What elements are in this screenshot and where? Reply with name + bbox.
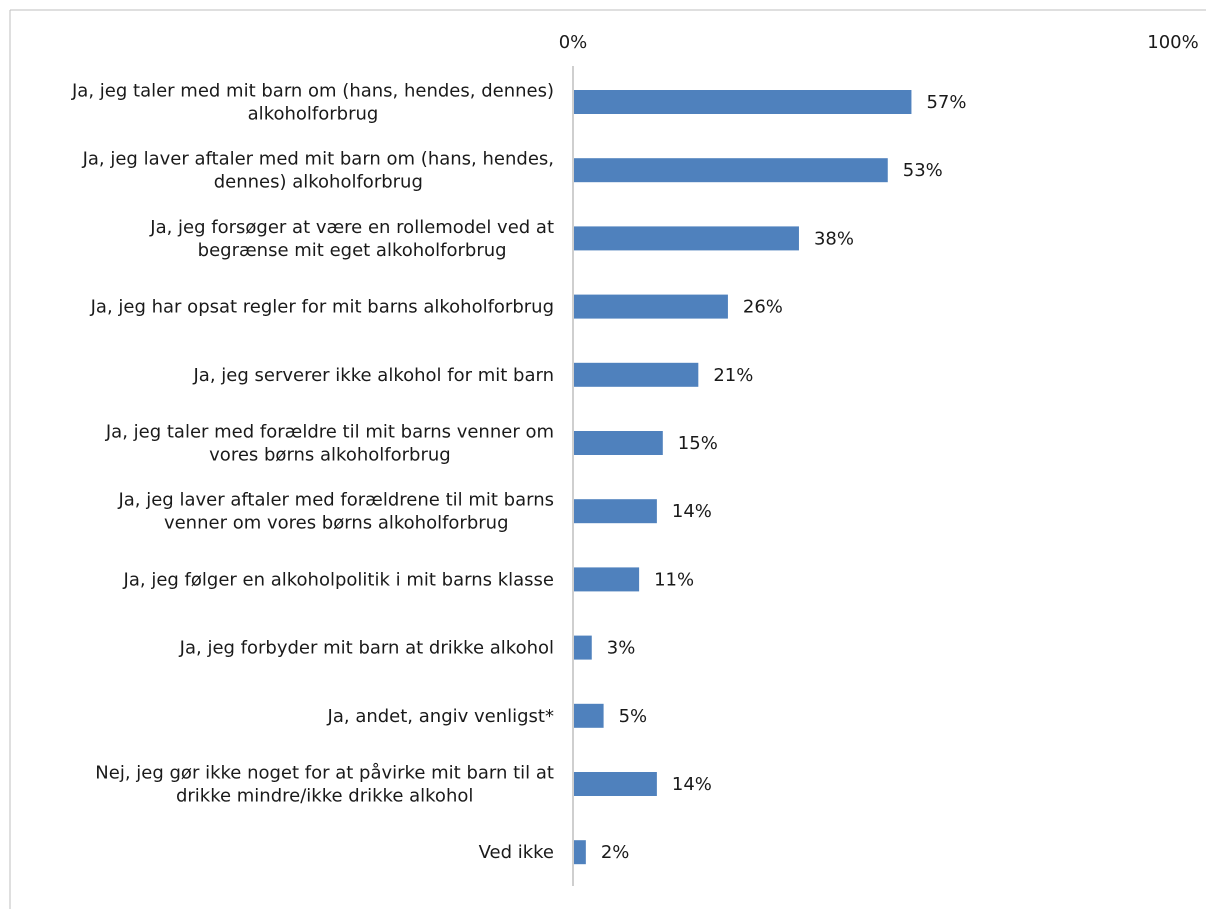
category-label-4: Ja, jeg serverer ikke alkohol for mit ba… xyxy=(193,365,555,386)
value-label-5: 15% xyxy=(678,433,718,454)
category-label-7-line-0: Ja, jeg følger en alkoholpolitik i mit b… xyxy=(123,569,554,590)
category-label-10-line-0: Nej, jeg gør ikke noget for at påvirke m… xyxy=(95,763,554,784)
category-label-6-line-1: venner om vores børns alkoholforbrug xyxy=(164,513,509,534)
category-label-0-line-1: alkoholforbrug xyxy=(248,104,379,125)
category-label-0-line-0: Ja, jeg taler med mit barn om (hans, hen… xyxy=(71,81,554,102)
bar-1 xyxy=(574,158,888,183)
value-label-6: 14% xyxy=(672,501,712,522)
category-label-5-line-1: vores børns alkoholforbrug xyxy=(209,445,451,466)
category-label-10: Nej, jeg gør ikke noget for at påvirke m… xyxy=(95,763,554,807)
bar-9 xyxy=(574,703,604,728)
category-label-11-line-0: Ved ikke xyxy=(479,842,554,863)
bars-group xyxy=(574,90,912,865)
category-label-1: Ja, jeg laver aftaler med mit barn om (h… xyxy=(82,149,554,193)
category-label-2: Ja, jeg forsøger at være en rollemodel v… xyxy=(149,217,554,261)
category-label-2-line-1: begrænse mit eget alkoholforbrug xyxy=(198,240,507,261)
category-label-1-line-0: Ja, jeg laver aftaler med mit barn om (h… xyxy=(82,149,554,170)
category-label-5: Ja, jeg taler med forældre til mit barns… xyxy=(105,422,554,466)
category-label-1-line-1: dennes) alkoholforbrug xyxy=(214,172,423,193)
category-label-9-line-0: Ja, andet, angiv venligst* xyxy=(327,706,554,727)
value-label-2: 38% xyxy=(814,228,854,249)
x-tick-label-0: 0% xyxy=(559,32,588,53)
bar-10 xyxy=(574,772,657,796)
bar-11 xyxy=(574,840,586,865)
category-label-3: Ja, jeg har opsat regler for mit barns a… xyxy=(90,297,554,318)
value-label-8: 3% xyxy=(607,638,636,659)
category-label-9: Ja, andet, angiv venligst* xyxy=(327,706,554,727)
bar-5 xyxy=(574,431,663,455)
category-labels: Ja, jeg taler med mit barn om (hans, hen… xyxy=(71,81,554,864)
value-label-3: 26% xyxy=(743,297,783,318)
bar-6 xyxy=(574,499,657,524)
value-label-7: 11% xyxy=(654,569,694,590)
value-labels: 57% 53% 38% 26% 21% 15% 14% 11% 3% 5% 14% 2% xyxy=(601,92,967,863)
value-label-11: 2% xyxy=(601,842,630,863)
value-label-0: 57% xyxy=(926,92,966,113)
category-label-8-line-0: Ja, jeg forbyder mit barn at drikke alko… xyxy=(179,638,554,659)
value-label-1: 53% xyxy=(903,160,943,181)
category-label-3-line-0: Ja, jeg har opsat regler for mit barns a… xyxy=(90,297,554,318)
bar-7 xyxy=(574,567,640,592)
category-label-2-line-0: Ja, jeg forsøger at være en rollemodel v… xyxy=(149,217,554,238)
category-label-10-line-1: drikke mindre/ikke drikke alkohol xyxy=(176,786,473,807)
category-label-6-line-0: Ja, jeg laver aftaler med forældrene til… xyxy=(117,490,554,511)
bar-3 xyxy=(574,294,728,319)
bar-2 xyxy=(574,226,799,251)
value-label-9: 5% xyxy=(619,706,648,727)
bar-0 xyxy=(574,90,912,114)
bar-4 xyxy=(574,362,699,387)
bar-8 xyxy=(574,635,592,660)
category-label-0: Ja, jeg taler med mit barn om (hans, hen… xyxy=(71,81,554,125)
category-label-11: Ved ikke xyxy=(479,842,554,863)
category-label-7: Ja, jeg følger en alkoholpolitik i mit b… xyxy=(123,569,554,590)
value-label-4: 21% xyxy=(713,365,753,386)
x-tick-label-1: 100% xyxy=(1147,32,1198,53)
value-label-10: 14% xyxy=(672,774,712,795)
category-label-4-line-0: Ja, jeg serverer ikke alkohol for mit ba… xyxy=(193,365,555,386)
category-label-6: Ja, jeg laver aftaler med forældrene til… xyxy=(117,490,554,534)
x-axis-ticks: 0% 100% xyxy=(559,32,1199,53)
category-label-5-line-0: Ja, jeg taler med forældre til mit barns… xyxy=(105,422,554,443)
category-label-8: Ja, jeg forbyder mit barn at drikke alko… xyxy=(179,638,554,659)
